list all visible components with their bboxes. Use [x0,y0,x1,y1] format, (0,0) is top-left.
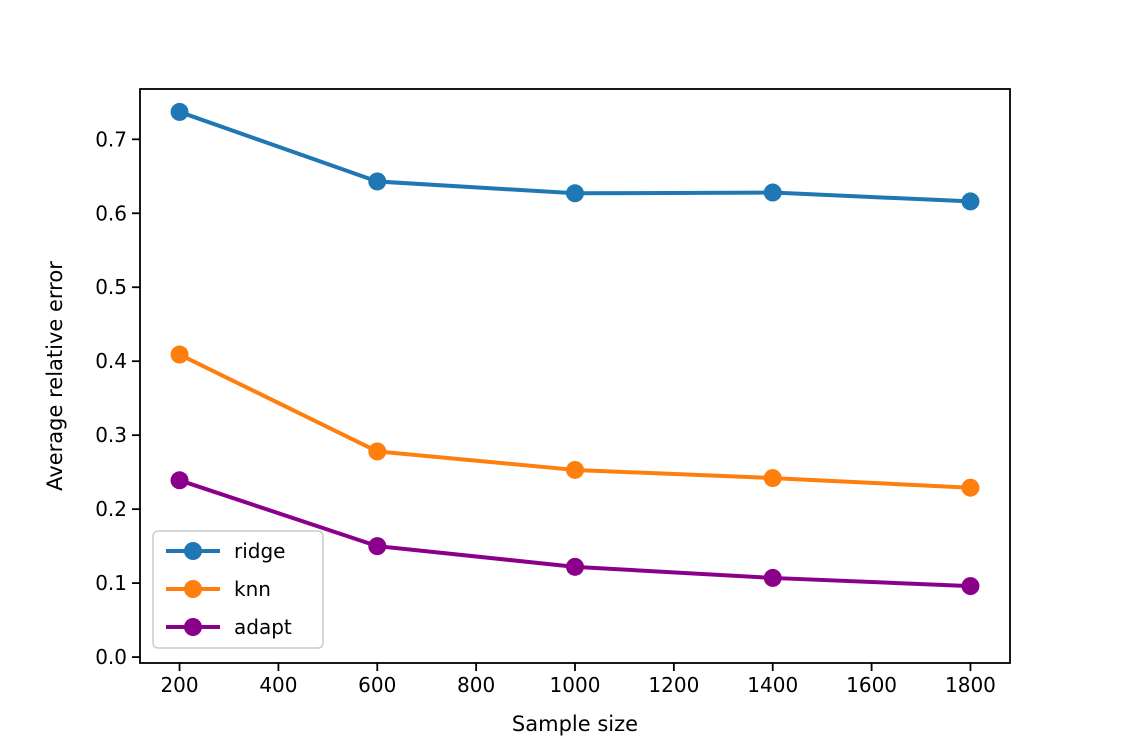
data-point-ridge [961,192,980,211]
data-point-adapt [763,568,782,587]
legend-sample-marker-ridge [184,542,202,560]
x-tick-label: 1600 [846,673,897,697]
data-point-ridge [566,184,584,203]
data-point-knn [170,345,189,364]
plot-frame [139,88,1011,664]
data-point-knn [961,478,980,497]
y-tick-label: 0.4 [95,349,127,373]
data-point-ridge [763,183,782,202]
y-axis-label: Average relative error [43,261,67,491]
x-tick-label: 400 [259,673,297,697]
legend-label-adapt: adapt [234,615,292,639]
x-tick-label: 800 [457,673,495,697]
data-point-knn [763,469,782,488]
x-tick-label: 1800 [945,673,996,697]
data-point-ridge [170,102,189,121]
legend-label-ridge: ridge [234,539,285,563]
data-point-ridge [368,172,387,191]
data-point-adapt [368,537,387,556]
x-tick-label: 1400 [747,673,798,697]
legend-label-knn: knn [234,577,271,601]
x-tick-label: 200 [160,673,198,697]
x-tick-label: 1000 [550,673,601,697]
data-point-adapt [566,557,584,576]
x-tick-label: 1200 [648,673,699,697]
y-tick-label: 0.0 [95,645,127,669]
y-tick-label: 0.2 [95,497,127,521]
data-point-adapt [961,577,980,596]
y-tick-label: 0.7 [95,127,127,151]
x-axis-label: Sample size [512,712,638,736]
y-tick-label: 0.3 [95,423,127,447]
legend-sample-marker-adapt [184,618,202,636]
data-point-adapt [170,471,189,490]
data-point-knn [368,442,387,461]
legend-sample-marker-knn [184,580,202,598]
y-tick-label: 0.5 [95,275,127,299]
plot-area: 200 400 600 800 1000 1200 1400 1600 1800 0.0 0.1 0.… [95,88,1011,697]
data-point-knn [566,460,584,479]
x-tick-label: 600 [358,673,396,697]
y-tick-label: 0.6 [95,201,127,225]
y-tick-label: 0.1 [95,571,127,595]
